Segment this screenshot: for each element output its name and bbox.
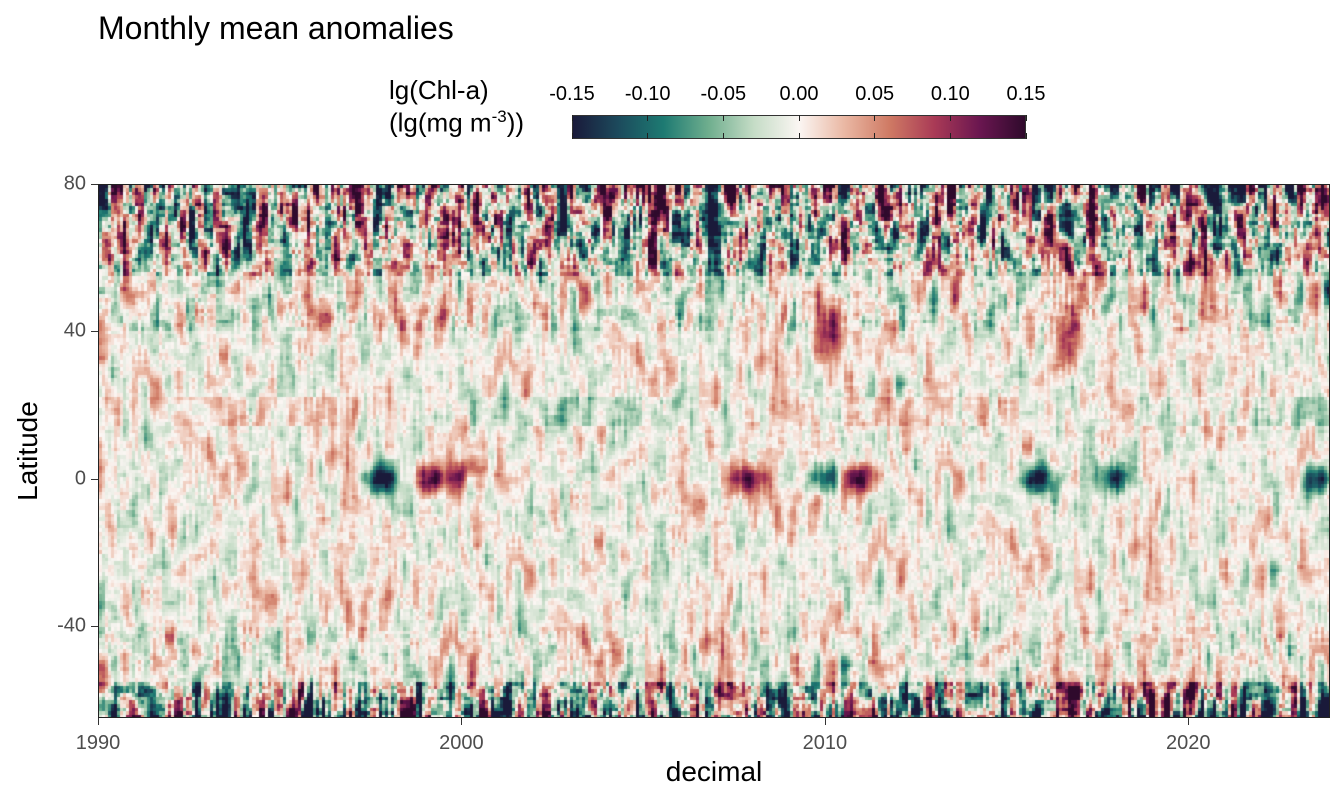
colorbar-tick-label: 0.15 (1006, 83, 1046, 105)
colorbar-tick (949, 133, 951, 139)
y-tick (91, 478, 98, 480)
colorbar-tick-label: -0.10 (624, 83, 671, 105)
colorbar-tick-label: -0.05 (700, 83, 747, 105)
y-axis-label: Latitude (12, 401, 43, 501)
chart-title: Monthly mean anomalies (98, 10, 454, 46)
colorbar-tick (571, 115, 573, 121)
x-tick (1188, 718, 1190, 725)
legend-unit-exponent: -3 (491, 107, 507, 126)
legend-unit: (lg(mg m-3)) (389, 107, 524, 139)
y-tick (91, 625, 98, 627)
colorbar-tick (647, 133, 649, 139)
colorbar-tick-label: 0.05 (855, 83, 895, 105)
colorbar-tick (722, 133, 724, 139)
y-tick-label: 0 (74, 467, 86, 490)
colorbar-tick (647, 115, 649, 121)
colorbar-tick (1025, 133, 1027, 139)
colorbar-tick-label: -0.15 (549, 83, 595, 105)
legend-unit-prefix: (lg(mg m (389, 107, 492, 138)
x-tick-label: 2020 (1166, 732, 1211, 754)
x-tick (461, 718, 463, 725)
x-axis-label: decimal (665, 756, 763, 787)
plot-area (98, 184, 1330, 718)
x-tick (824, 718, 826, 725)
heatmap-canvas (98, 184, 1330, 718)
x-tick-label: 2000 (439, 732, 484, 754)
legend-title: lg(Chl-a) (389, 75, 489, 105)
legend-unit-suffix: )) (506, 107, 525, 138)
y-tick-label: 40 (63, 319, 86, 342)
colorbar-tick (798, 115, 800, 121)
y-tick (91, 184, 98, 185)
colorbar-tick (874, 133, 876, 139)
y-tick-label: -40 (57, 614, 86, 637)
colorbar-tick (949, 115, 951, 121)
y-tick (91, 331, 98, 333)
colorbar-tick-label: 0.10 (930, 83, 970, 105)
colorbar-tick-label: 0.00 (779, 83, 819, 105)
colorbar-tick (571, 133, 573, 139)
x-tick-label: 1990 (75, 732, 121, 754)
x-tick-label: 2010 (802, 732, 848, 754)
colorbar-tick (722, 115, 724, 121)
colorbar-tick (798, 133, 800, 139)
x-tick (98, 718, 99, 725)
y-tick-label: 80 (63, 172, 86, 195)
colorbar-tick (1025, 115, 1027, 121)
colorbar-tick (874, 115, 876, 121)
